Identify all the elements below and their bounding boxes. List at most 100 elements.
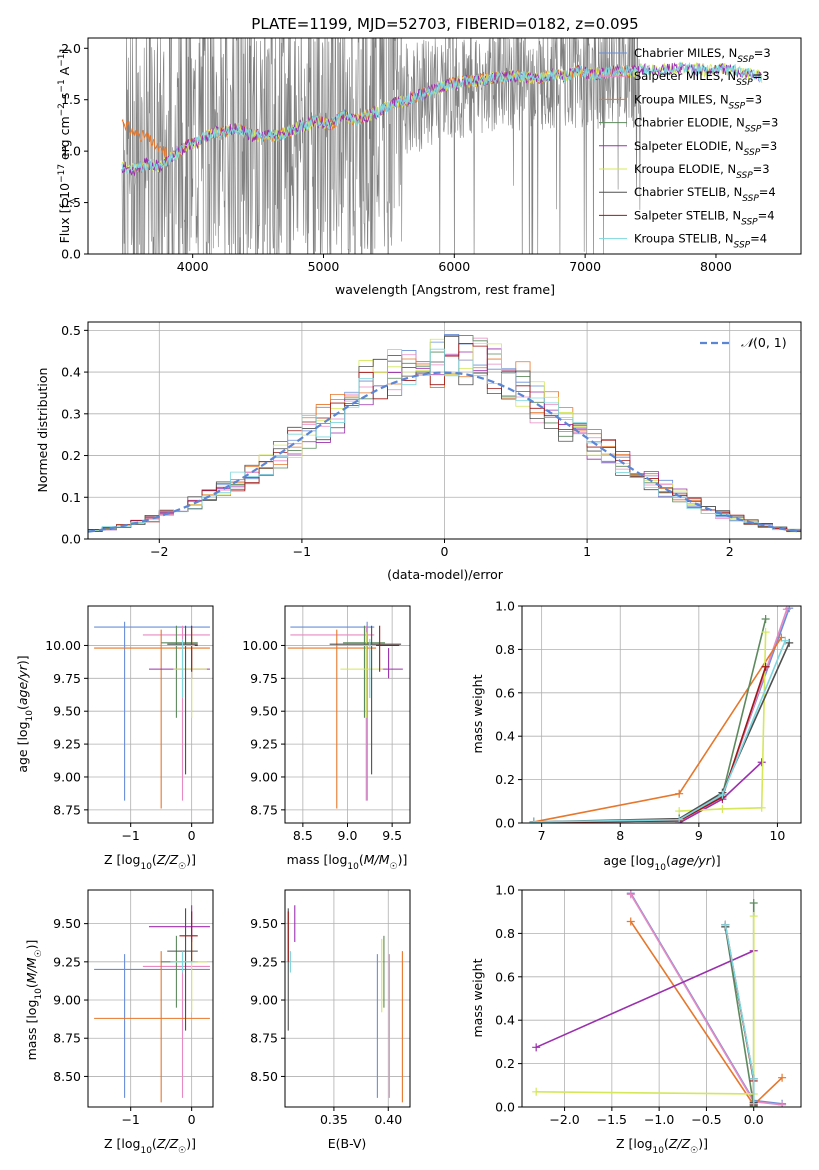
axes-age_vs_mass: 8.5 9.0 9.5 8.75 9.00 9.25 9.50 9.75 10.00 mass [… <box>242 605 411 872</box>
y-tick-label: 1.5 <box>61 92 81 107</box>
legend-label: Chabrier MILES, NSSP=3 <box>634 46 771 65</box>
axes-frame <box>521 889 802 1108</box>
y-tick-label: 1.0 <box>495 883 515 898</box>
plot-area <box>287 905 403 1103</box>
legend-label: Salpeter STELIB, NSSP=4 <box>634 208 775 227</box>
x-axis-label: Z [log10(Z/Z☉)] <box>104 852 196 872</box>
weight-marker <box>529 817 538 823</box>
y-tick-label: 0.4 <box>495 729 515 744</box>
observed-spectrum <box>121 38 642 254</box>
weight-line <box>533 642 790 823</box>
y-tick-label: 1.0 <box>61 144 81 159</box>
x-tick-label: 2 <box>726 544 734 559</box>
y-tick-label: 10.00 <box>242 638 278 653</box>
y-tick-label: 0.0 <box>61 532 81 547</box>
y-tick-label: 0.4 <box>495 1013 515 1028</box>
weight-marker <box>781 636 790 645</box>
y-tick-label: 9.25 <box>250 737 278 752</box>
x-axis-label: age [log10(age/yr)] <box>603 853 720 873</box>
weight-marker <box>761 662 770 671</box>
y-axis-label: mass weight <box>470 958 485 1037</box>
y-tick-label: 0.6 <box>495 685 515 700</box>
y-axis-label: mass [log10(M/M☉)] <box>24 940 44 1061</box>
weight-marker <box>761 628 770 637</box>
y-tick-label: 0.0 <box>495 1100 515 1115</box>
weight-line <box>679 632 767 812</box>
y-tick-label: 8.50 <box>53 1069 81 1084</box>
model-spectrum <box>121 61 763 175</box>
weight-marker <box>749 912 758 921</box>
axes-mass_vs_EBV: 0.35 0.40 8.50 8.75 9.00 9.25 9.50 E(B-V) <box>250 889 411 1151</box>
x-tick-label: 4000 <box>177 259 209 274</box>
y-tick-label: 8.75 <box>53 802 81 817</box>
x-tick-label: 8.5 <box>293 828 313 843</box>
x-tick-label: 6000 <box>438 259 470 274</box>
axes-spectrum: 4000 5000 6000 7000 8000 0.0 0.5 1.0 1.5 2.0 PLATE… <box>57 15 802 297</box>
legend-label: Salpeter ELODIE, NSSP=3 <box>634 139 777 158</box>
weight-marker <box>532 1043 541 1052</box>
axes-frame <box>87 605 214 824</box>
y-tick-label: 9.00 <box>53 769 81 784</box>
x-tick-label: −2 <box>150 544 168 559</box>
y-axis-label: Normed distribution <box>35 368 50 493</box>
x-tick-label: 9.0 <box>338 828 358 843</box>
y-tick-label: 9.50 <box>250 704 278 719</box>
legend-label: Salpeter MILES, NSSP=3 <box>634 69 770 88</box>
axes-weight_vs_Z: −2.0 −1.5 −1.0 −0.5 0.0 0.0 0.2 0.4 0.6 0.8 1.0 Z [… <box>470 883 802 1156</box>
axes-frame <box>87 321 802 540</box>
weight-marker <box>782 606 791 614</box>
y-tick-label: 0.8 <box>495 926 515 941</box>
legend-label: Kroupa STELIB, NSSP=4 <box>634 232 767 251</box>
y-tick-label: 9.25 <box>53 737 81 752</box>
axes-frame <box>87 37 802 255</box>
x-tick-label: 0.40 <box>374 1112 402 1127</box>
y-tick-label: 0.8 <box>495 642 515 657</box>
y-tick-label: 10.00 <box>45 638 81 653</box>
x-tick-label: 0 <box>441 544 449 559</box>
y-tick-label: 9.00 <box>250 769 278 784</box>
weight-marker <box>757 803 766 812</box>
weight-marker <box>718 790 727 799</box>
weight-marker <box>718 804 727 813</box>
y-tick-label: 0.4 <box>61 365 81 380</box>
weight-line <box>533 640 787 823</box>
weight-marker <box>532 1087 541 1096</box>
axes-frame <box>284 889 411 1108</box>
x-axis-label: wavelength [Angstrom, rest frame] <box>335 282 555 297</box>
legend-label: Kroupa ELODIE, NSSP=3 <box>634 162 770 181</box>
x-tick-label: 8000 <box>700 259 732 274</box>
chart-title: PLATE=1199, MJD=52703, FIBERID=0182, z=0… <box>251 15 638 33</box>
legend-label: Kroupa MILES, NSSP=3 <box>634 92 762 111</box>
weight-marker <box>761 615 770 624</box>
y-tick-label: 9.75 <box>250 671 278 686</box>
plot-area <box>529 606 794 823</box>
weight-marker <box>749 1099 758 1107</box>
y-tick-label: 9.50 <box>250 916 278 931</box>
x-tick-label: 10 <box>769 828 785 843</box>
y-tick-label: 8.50 <box>250 1069 278 1084</box>
y-tick-label: 0.3 <box>61 406 81 421</box>
plot-area <box>121 38 763 254</box>
x-tick-label: −1.5 <box>597 1112 627 1127</box>
axes-residuals: −2 −1 0 1 2 0.0 0.1 0.2 0.3 0.4 0.5 (data-model)/er… <box>35 321 802 582</box>
x-tick-label: 1 <box>583 544 591 559</box>
y-tick-label: 9.75 <box>53 671 81 686</box>
plot-area <box>94 905 210 1103</box>
x-tick-label: 9 <box>695 828 703 843</box>
x-tick-label: −1 <box>293 544 311 559</box>
y-tick-label: 0.6 <box>495 969 515 984</box>
plot-area <box>532 890 787 1107</box>
y-tick-label: 9.25 <box>250 954 278 969</box>
x-axis-label: E(B-V) <box>328 1136 367 1151</box>
y-tick-label: 9.00 <box>53 993 81 1008</box>
weight-marker <box>675 789 684 798</box>
plot-area <box>94 621 210 809</box>
y-tick-label: 0.0 <box>495 816 515 831</box>
x-tick-label: 7 <box>538 828 546 843</box>
axes-frame <box>284 605 411 824</box>
legend-label: 𝒩(0, 1) <box>741 335 787 350</box>
y-tick-label: 2.0 <box>61 41 81 56</box>
y-tick-label: 0.2 <box>495 1056 515 1071</box>
weight-marker <box>778 1100 787 1107</box>
axes-frame <box>521 605 802 824</box>
